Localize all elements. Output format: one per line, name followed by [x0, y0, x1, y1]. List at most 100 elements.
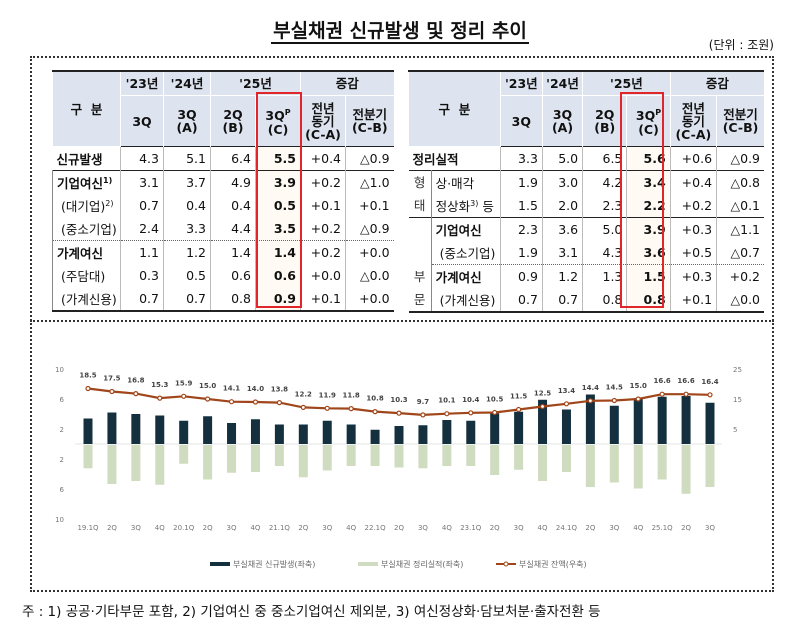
row-label: (가계신용): [52, 287, 121, 311]
resolution-bar: [298, 445, 308, 478]
left-axis-tick: 2: [60, 426, 64, 434]
cell-value: +0.1: [345, 194, 394, 217]
row-label: 상·매각: [431, 171, 500, 195]
resolution-bar: [107, 445, 117, 484]
table-row: 부 문 기업여신 2.3 3.6 5.0 3.9 +0.3 △1.1: [408, 217, 764, 312]
new-issuance-bar: [274, 424, 284, 444]
header-2023: '23년: [120, 71, 164, 96]
cell-value: 3.3: [499, 146, 543, 171]
cell-value: 1.5: [499, 194, 543, 218]
cell-value: 2.2: [626, 194, 671, 218]
cell-value: +0.1: [300, 194, 346, 217]
cell-value: 0.5: [254, 194, 301, 217]
cell-value: 6.4: [210, 146, 256, 171]
resolution-bar: [322, 445, 332, 471]
resolution-bar: [585, 445, 595, 487]
balance-point: [683, 391, 689, 397]
row-label-text: 가계여신: [57, 246, 104, 261]
balance-point: [157, 395, 163, 401]
x-axis-tick: 2Q: [585, 524, 595, 532]
row-label-text: 정상화: [435, 199, 471, 214]
balance-data-label: 15.0: [199, 382, 216, 390]
balance-data-label: 15.0: [630, 382, 647, 390]
balance-point: [181, 393, 187, 399]
balance-point: [228, 399, 235, 405]
cell-value: △0.7: [716, 241, 764, 265]
x-axis-tick: 2Q: [203, 524, 213, 532]
row-label-text: 정리실적: [412, 152, 459, 167]
x-axis-tick: 25.1Q: [652, 524, 674, 532]
cell-value: 3.3: [163, 217, 211, 241]
resolution-bar: [155, 445, 165, 485]
x-axis-tick: 2Q: [490, 524, 500, 532]
header-col-1: 3Q (A): [541, 95, 583, 147]
resolution-bar: [633, 445, 643, 489]
cell-value: +0.3: [669, 217, 717, 241]
new-issuance-bar: [179, 420, 189, 444]
new-issuance-bar: [538, 399, 548, 444]
balance-data-label: 16.8: [127, 377, 144, 385]
new-issuance-bar: [633, 398, 643, 444]
cell-value: 6.5: [582, 146, 627, 171]
cell-value: 0.7: [499, 288, 543, 312]
cell-value: △0.8: [716, 170, 764, 194]
header-row: 구 분 '23년 '24년 '25년 증감: [52, 71, 394, 147]
resolution-bar: [227, 445, 237, 473]
table-row: (중소기업) 1.9 3.1 4.3 3.6 +0.5 △0.7: [409, 241, 764, 265]
title-text: 부실채권 신규발생 및 정리 추이: [271, 20, 529, 44]
balance-data-label: 10.4: [462, 396, 479, 404]
balance-data-label: 16.6: [677, 377, 694, 385]
new-issuance-bar: [322, 420, 332, 444]
resolution-bar: [466, 445, 476, 466]
cell-value: 0.7: [120, 287, 164, 311]
resolution-bar: [250, 445, 260, 472]
new-issuance-bar: [657, 396, 667, 444]
balance-point: [635, 396, 641, 402]
header-col-1: 3Q (A): [163, 95, 211, 147]
balance-point: [659, 391, 665, 397]
row-label: (중소기업): [431, 241, 500, 265]
new-npl-table: 구 분 '23년 '24년 '25년 증감 3Q 3Q (A) 2Q (B) 3QP (C) 전년 동기(…: [52, 70, 394, 312]
cell-value: +0.0: [345, 240, 394, 264]
cell-value: +0.2: [300, 170, 346, 194]
balance-data-label: 9.7: [417, 398, 430, 406]
table-row: (가계신용) 0.7 0.7 0.8 0.8 +0.1 △0.0: [409, 288, 764, 312]
balance-point: [109, 388, 115, 395]
new-issuance-bar: [514, 411, 524, 444]
resolution-bar: [346, 445, 356, 466]
header-col-3: 3QP (C): [254, 95, 301, 147]
new-issuance-bar: [466, 420, 476, 444]
resolution-bar: [418, 445, 428, 469]
cell-value: 1.9: [499, 170, 543, 194]
cell-value: 0.4: [210, 194, 256, 217]
table-row: (중소기업) 2.4 3.3 4.4 3.5 +0.2 △0.9: [52, 217, 394, 241]
resolution-bar: [394, 445, 404, 468]
balance-data-label: 16.6: [654, 377, 671, 385]
cell-value: +0.4: [669, 170, 717, 194]
row-label-text: (가계신용): [61, 292, 117, 307]
footnote-ref: 2): [105, 198, 114, 208]
new-issuance-bar: [298, 424, 308, 444]
x-axis-tick: 4Q: [538, 524, 548, 532]
new-issuance-bar: [418, 425, 428, 444]
row-label-text: (주담대): [61, 269, 106, 284]
balance-point: [324, 405, 330, 411]
header-category: 구 분: [52, 71, 121, 147]
balance-data-label: 14.4: [582, 384, 599, 392]
balance-point: [420, 412, 426, 418]
left-axis-tick: 6: [60, 486, 65, 494]
cell-value: +0.1: [300, 287, 346, 311]
header-2025: '25년: [582, 71, 671, 96]
row-label-text: 가계여신: [435, 270, 482, 285]
x-axis-tick: 4Q: [250, 524, 260, 532]
balance-data-label: 15.3: [151, 381, 168, 389]
x-axis-tick: 3Q: [705, 524, 715, 532]
resolution-bar: [705, 445, 715, 487]
cell-value: 1.1: [120, 240, 164, 264]
balance-data-label: 10.5: [486, 396, 503, 404]
row-label: 신규발생: [53, 147, 121, 171]
balance-point: [611, 397, 617, 404]
header-col-5: 전분기 (C-B): [716, 95, 764, 147]
new-issuance-bar: [609, 405, 619, 444]
table-row: (대기업)2) 0.7 0.4 0.4 0.5 +0.1 +0.1: [52, 194, 394, 217]
